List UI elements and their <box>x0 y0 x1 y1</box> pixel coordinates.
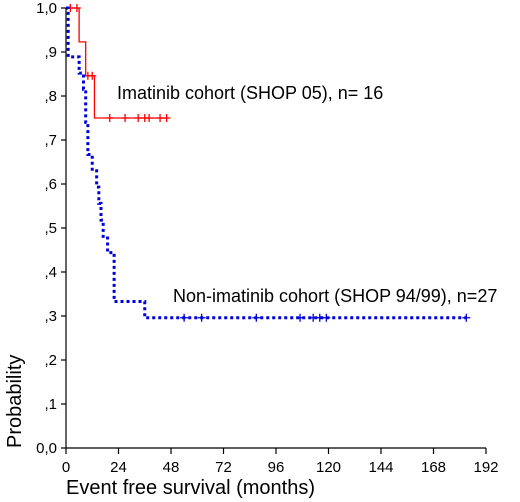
censor-mark <box>105 114 114 122</box>
x-tick-label: 96 <box>268 459 285 476</box>
y-tick-label: ,6 <box>44 176 57 193</box>
x-tick-label: 144 <box>368 459 393 476</box>
censor-mark <box>162 114 171 122</box>
censor-mark <box>296 313 305 322</box>
censor-mark <box>88 71 97 80</box>
y-tick-label: 0,0 <box>36 440 57 457</box>
plot-area <box>66 4 471 322</box>
x-tick-label: 168 <box>421 459 446 476</box>
x-tick-label: 24 <box>110 459 127 476</box>
x-tick-label: 48 <box>163 459 180 476</box>
x-tick-label: 192 <box>473 459 498 476</box>
y-tick-label: ,2 <box>44 352 57 369</box>
y-axis-label: Probability <box>4 355 26 448</box>
censor-mark <box>322 313 331 322</box>
x-axis: 0 24 48 72 96 120 144 168 192 <box>62 447 499 476</box>
non-imatinib-curve <box>66 6 467 320</box>
y-tick-label: ,1 <box>44 396 57 413</box>
y-tick-label: ,4 <box>44 264 57 281</box>
x-tick-label: 120 <box>316 459 341 476</box>
y-tick-label: ,7 <box>44 132 57 149</box>
y-tick-label: ,9 <box>44 44 57 61</box>
y-tick-label: ,3 <box>44 308 57 325</box>
series-label-imatinib: Imatinib cohort (SHOP 05), n= 16 <box>117 83 383 103</box>
x-tick-label: 72 <box>215 459 232 476</box>
censor-mark <box>72 4 81 12</box>
y-tick-label: ,5 <box>44 220 57 237</box>
censor-mark <box>197 313 206 322</box>
censor-mark <box>180 313 189 322</box>
censor-mark <box>462 313 471 322</box>
censor-mark <box>121 114 130 122</box>
series-label-non-imatinib: Non-imatinib cohort (SHOP 94/99), n=27 <box>173 286 497 306</box>
censor-mark <box>145 114 154 122</box>
imatinib-curve <box>66 7 167 119</box>
y-tick-label: 1,0 <box>36 0 57 17</box>
y-tick-label: ,8 <box>44 88 57 105</box>
censor-mark <box>252 313 261 322</box>
x-tick-label: 0 <box>62 459 70 476</box>
x-axis-label: Event free survival (months) <box>66 477 315 499</box>
y-axis: 0,0 ,1 ,2 ,3 ,4 ,5 ,6 ,7 ,8 ,9 1,0 <box>36 0 67 457</box>
